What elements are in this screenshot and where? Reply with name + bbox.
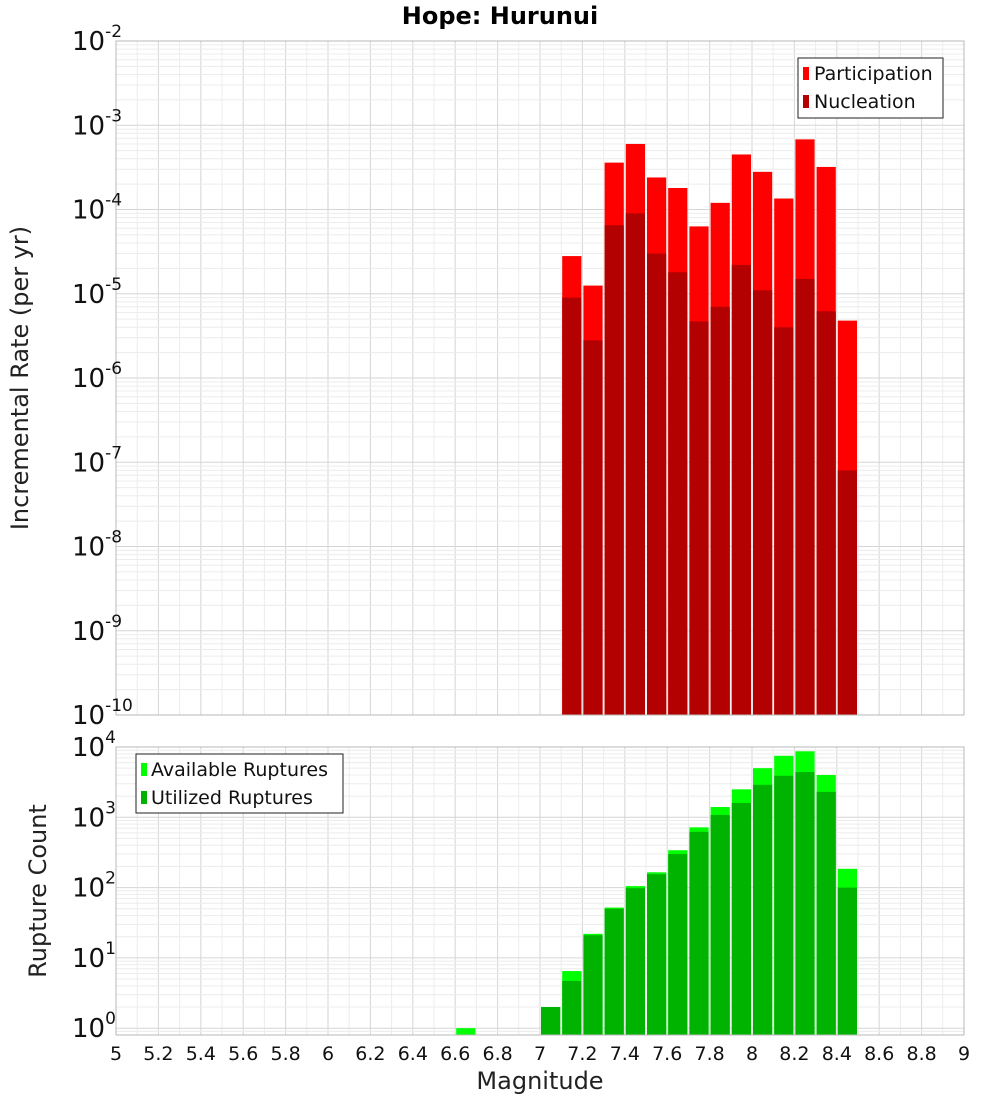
y-tick-label: 10-6 — [72, 359, 122, 394]
y-tick-label: 10-5 — [72, 275, 122, 310]
legend-swatch-available — [141, 763, 147, 776]
nucleation-bar — [668, 272, 688, 715]
x-tick-label: 6 — [322, 1043, 334, 1065]
legend-label-utilized: Utilized Ruptures — [151, 787, 313, 809]
nucleation-bar — [816, 311, 836, 715]
y-tick-label: 103 — [72, 798, 116, 833]
x-tick-label: 6.2 — [355, 1043, 385, 1065]
x-tick-label: 7.8 — [694, 1043, 724, 1065]
utilized-bar — [795, 772, 815, 1035]
x-tick-label: 8.8 — [906, 1043, 936, 1065]
legend-label-nucleation: Nucleation — [814, 91, 916, 113]
utilized-bar — [647, 874, 667, 1035]
utilized-bar — [837, 887, 857, 1035]
nucleation-bar — [647, 253, 667, 716]
legend-label-participation: Participation — [814, 63, 933, 85]
utilized-bar — [625, 888, 645, 1035]
utilized-bar — [583, 935, 603, 1035]
count-bars — [456, 751, 857, 1035]
rate-y-ticks: 10-10 10-9 10-8 10-7 10-6 10-5 10-4 10-3 10-2 — [72, 22, 133, 731]
y-tick-label: 10-4 — [72, 191, 122, 226]
x-tick-label: 8.4 — [822, 1043, 852, 1065]
x-tick-label: 6.8 — [482, 1043, 512, 1065]
nucleation-bar — [604, 225, 624, 715]
nucleation-bar — [562, 297, 582, 715]
utilized-bar — [541, 1007, 561, 1035]
y-tick-label: 100 — [72, 1009, 116, 1044]
x-tick-label: 5.2 — [143, 1043, 173, 1065]
nucleation-bar — [689, 321, 709, 715]
x-tick-label: 5.4 — [186, 1043, 216, 1065]
rate-plot-frame — [115, 40, 965, 716]
legend-label-available: Available Ruptures — [151, 759, 328, 781]
utilized-bar — [731, 802, 751, 1035]
utilized-bar — [562, 980, 582, 1035]
utilized-bar — [774, 775, 794, 1035]
rate-legend: Participation Nucleation — [797, 57, 944, 119]
chart-title: Hope: Hurunui — [402, 2, 598, 30]
y-tick-label: 10-7 — [72, 443, 122, 478]
nucleation-bar — [837, 470, 857, 715]
nucleation-bar — [774, 327, 794, 715]
x-tick-label: 5.6 — [228, 1043, 258, 1065]
rate-panel: 10-10 10-9 10-8 10-7 10-6 10-5 10-4 10-3 10-2 In… — [6, 22, 965, 731]
nucleation-bar — [625, 213, 645, 716]
x-tick-label: 7.6 — [652, 1043, 682, 1065]
x-tick-label: 7.4 — [610, 1043, 640, 1065]
utilized-bar — [668, 854, 688, 1035]
utilized-bar — [753, 784, 773, 1035]
rate-legend-box — [797, 57, 944, 119]
y-tick-label: 10-10 — [72, 696, 133, 731]
x-tick-label: 8 — [746, 1043, 758, 1065]
rate-bars — [562, 139, 857, 716]
utilized-bar — [710, 814, 730, 1035]
count-panel: 100 101 102 103 104 5 5.2 5.4 5.6 5.8 6 6.2 6.4 6.6 6… — [24, 728, 970, 1095]
count-plot-frame — [115, 746, 965, 1036]
x-axis-label: Magnitude — [476, 1067, 603, 1095]
nucleation-bar — [731, 264, 751, 715]
y-tick-label: 101 — [72, 939, 116, 974]
y-tick-label: 10-8 — [72, 528, 122, 563]
nucleation-bar — [753, 290, 773, 715]
legend-swatch-participation — [803, 67, 809, 80]
legend-swatch-nucleation — [803, 95, 809, 108]
y-tick-label: 10-9 — [72, 612, 122, 647]
available-bar — [456, 1028, 476, 1035]
x-tick-label: 7 — [534, 1043, 546, 1065]
x-tick-label: 7.2 — [567, 1043, 597, 1065]
count-legend-box — [135, 753, 344, 814]
rate-y-axis-label: Incremental Rate (per yr) — [6, 226, 34, 530]
y-tick-label: 102 — [72, 869, 116, 904]
x-tick-label: 9 — [958, 1043, 970, 1065]
count-y-ticks: 100 101 102 103 104 — [72, 728, 116, 1044]
x-tick-label: 5 — [110, 1043, 122, 1065]
nucleation-bar — [710, 306, 730, 715]
y-tick-label: 10-3 — [72, 106, 122, 141]
x-tick-label: 6.4 — [398, 1043, 428, 1065]
y-tick-label: 104 — [72, 728, 116, 763]
x-tick-labels: 5 5.2 5.4 5.6 5.8 6 6.2 6.4 6.6 6.8 7 7.2 7.4 7.6 7.8 8… — [110, 1043, 970, 1065]
utilized-bar — [689, 831, 709, 1035]
utilized-bar — [604, 908, 624, 1035]
count-y-axis-label: Rupture Count — [24, 804, 52, 978]
nucleation-bar — [795, 278, 815, 715]
x-tick-label: 6.6 — [440, 1043, 470, 1065]
count-legend: Available Ruptures Utilized Ruptures — [135, 753, 344, 814]
utilized-bar — [816, 791, 836, 1035]
rate-grid — [115, 40, 965, 716]
x-tick-label: 8.2 — [779, 1043, 809, 1065]
legend-swatch-utilized — [141, 791, 147, 804]
x-tick-label: 8.6 — [864, 1043, 894, 1065]
nucleation-bar — [583, 340, 603, 715]
x-tick-label: 5.8 — [270, 1043, 300, 1065]
y-tick-label: 10-2 — [72, 22, 122, 57]
